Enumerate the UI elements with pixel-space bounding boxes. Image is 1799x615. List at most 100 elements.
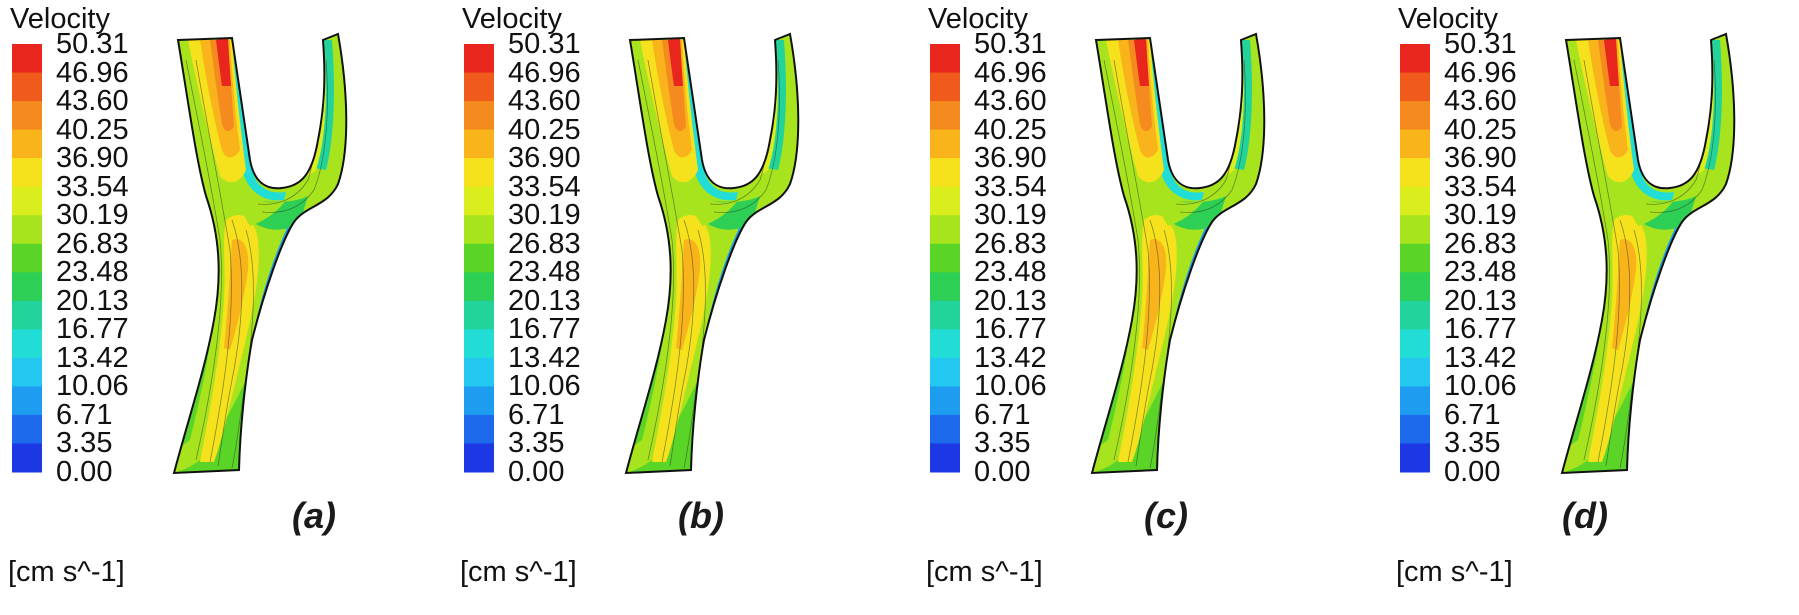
colorbar-tick-label: 36.90 (1444, 142, 1517, 175)
contour-panel-b: Velocity 50.31 46.96 43.60 40.25 36.90 33.54 30… (452, 0, 901, 615)
colorbar-segment (930, 443, 960, 473)
colorbar-title: Velocity (928, 3, 1028, 35)
contour-line (1135, 219, 1161, 467)
colorbar-tick-label: 26.83 (974, 227, 1047, 260)
colorbar-tick-label: 13.42 (56, 341, 129, 374)
colorbar-segment (930, 101, 960, 131)
colorbar-tick-label: 26.83 (1444, 227, 1517, 260)
colorbar-segment (930, 386, 960, 416)
panel-label: (c) (1144, 495, 1188, 536)
colorbar-tick-label: 33.54 (1444, 170, 1517, 203)
colorbar-tick-label: 3.35 (508, 427, 565, 460)
colorbar-tick-label: 46.96 (56, 56, 129, 89)
contour-panel-a: Velocity 50.31 46.96 43.60 40.25 36.90 33.54 30… (0, 0, 449, 615)
contour-svg (464, 32, 800, 475)
colorbar-units: [cm s^-1] (926, 556, 1043, 588)
colorbar-segment (464, 329, 494, 359)
panel-label: (a) (292, 495, 336, 536)
velocity-field (1562, 34, 1735, 473)
colorbar-segment (12, 443, 42, 473)
colorbar-tick-label: 20.13 (974, 284, 1047, 317)
colorbar-tick-label: 6.71 (56, 398, 113, 431)
contour-line (195, 59, 232, 463)
colorbar-segment (464, 386, 494, 416)
colorbar-segment (12, 215, 42, 245)
colorbar-segment (1400, 272, 1430, 302)
contour-line (1573, 59, 1610, 461)
colorbar-segment (930, 186, 960, 216)
colorbar-tick-label: 23.48 (508, 256, 581, 289)
contour-line (1583, 59, 1620, 463)
colorbar-segment (930, 414, 960, 444)
panel-label: (b) (678, 495, 724, 536)
colorbar-tick-label: 36.90 (508, 142, 581, 175)
colorbar-segment (464, 443, 494, 473)
colorbar-segment (930, 272, 960, 302)
colorbar-tick-label: 50.31 (508, 28, 581, 60)
vessel-outline (1090, 32, 1266, 475)
vessel-outline (172, 32, 348, 475)
colorbar-segment (1400, 300, 1430, 330)
contour-line (1113, 59, 1150, 463)
colorbar-tick-label: 33.54 (508, 170, 581, 203)
colorbar-segment (464, 414, 494, 444)
colorbar-segment (12, 300, 42, 330)
colorbar-tick-label: 26.83 (56, 227, 129, 260)
colorbar-title: Velocity (10, 3, 110, 35)
contour-line (1179, 59, 1246, 213)
contour-line (217, 219, 243, 467)
colorbar-tick-label: 20.13 (56, 284, 129, 317)
contour-svg (930, 32, 1266, 475)
colorbar-segment (464, 101, 494, 131)
colorbar-title: Velocity (462, 3, 562, 35)
contour-panel-c: Velocity 50.31 46.96 43.60 40.25 36.90 33.54 30… (918, 0, 1367, 615)
colorbar-segment (930, 72, 960, 102)
colorbar-segment (12, 414, 42, 444)
colorbar-tick-label: 30.19 (1444, 199, 1517, 232)
colorbar-segment (12, 386, 42, 416)
colorbar-segment (464, 243, 494, 273)
colorbar-tick-label: 6.71 (508, 398, 565, 431)
colorbar-tick-label: 36.90 (974, 142, 1047, 175)
colorbar-segment (12, 357, 42, 387)
contour-line (713, 59, 780, 213)
colorbar-tick-label: 16.77 (508, 313, 581, 346)
colorbar-tick-label: 43.60 (508, 85, 581, 118)
colorbar-segment (464, 272, 494, 302)
colorbar-segment (464, 300, 494, 330)
colorbar-segment (930, 129, 960, 159)
colorbar-segment (464, 44, 494, 74)
colorbar-tick-label: 46.96 (1444, 56, 1517, 89)
colorbar-tick-label: 0.00 (974, 456, 1031, 488)
colorbar-segment (12, 329, 42, 359)
colorbar-segment (1400, 101, 1430, 131)
colorbar-tick-label: 6.71 (974, 398, 1031, 431)
vessel-outline (624, 32, 800, 475)
colorbar-tick-label: 0.00 (56, 456, 113, 488)
contour-line (1103, 59, 1140, 461)
contour-svg (12, 32, 348, 475)
contour-line (637, 59, 674, 461)
colorbar-tick-label: 30.19 (974, 199, 1047, 232)
colorbar-tick-label: 20.13 (508, 284, 581, 317)
colorbar-segment (1400, 386, 1430, 416)
colorbar-tick-label: 13.42 (974, 341, 1047, 374)
colorbar-segment (464, 186, 494, 216)
colorbar-tick-label: 33.54 (56, 170, 129, 203)
colorbar-segment (12, 44, 42, 74)
colorbar-tick-label: 43.60 (56, 85, 129, 118)
colorbar-tick-label: 40.25 (1444, 113, 1517, 146)
colorbar-segment (930, 357, 960, 387)
colorbar-segment (930, 329, 960, 359)
colorbar-tick-label: 40.25 (56, 113, 129, 146)
colorbar-segment (930, 44, 960, 74)
colorbar-segment (930, 158, 960, 188)
contour-line (1649, 59, 1716, 213)
colorbar-tick-label: 0.00 (1444, 456, 1501, 488)
colorbar-tick-label: 50.31 (56, 28, 129, 60)
colorbar-segment (930, 215, 960, 245)
colorbar-tick-label: 23.48 (1444, 256, 1517, 289)
colorbar-segment (1400, 129, 1430, 159)
velocity-field (174, 34, 347, 473)
colorbar-segment (1400, 186, 1430, 216)
